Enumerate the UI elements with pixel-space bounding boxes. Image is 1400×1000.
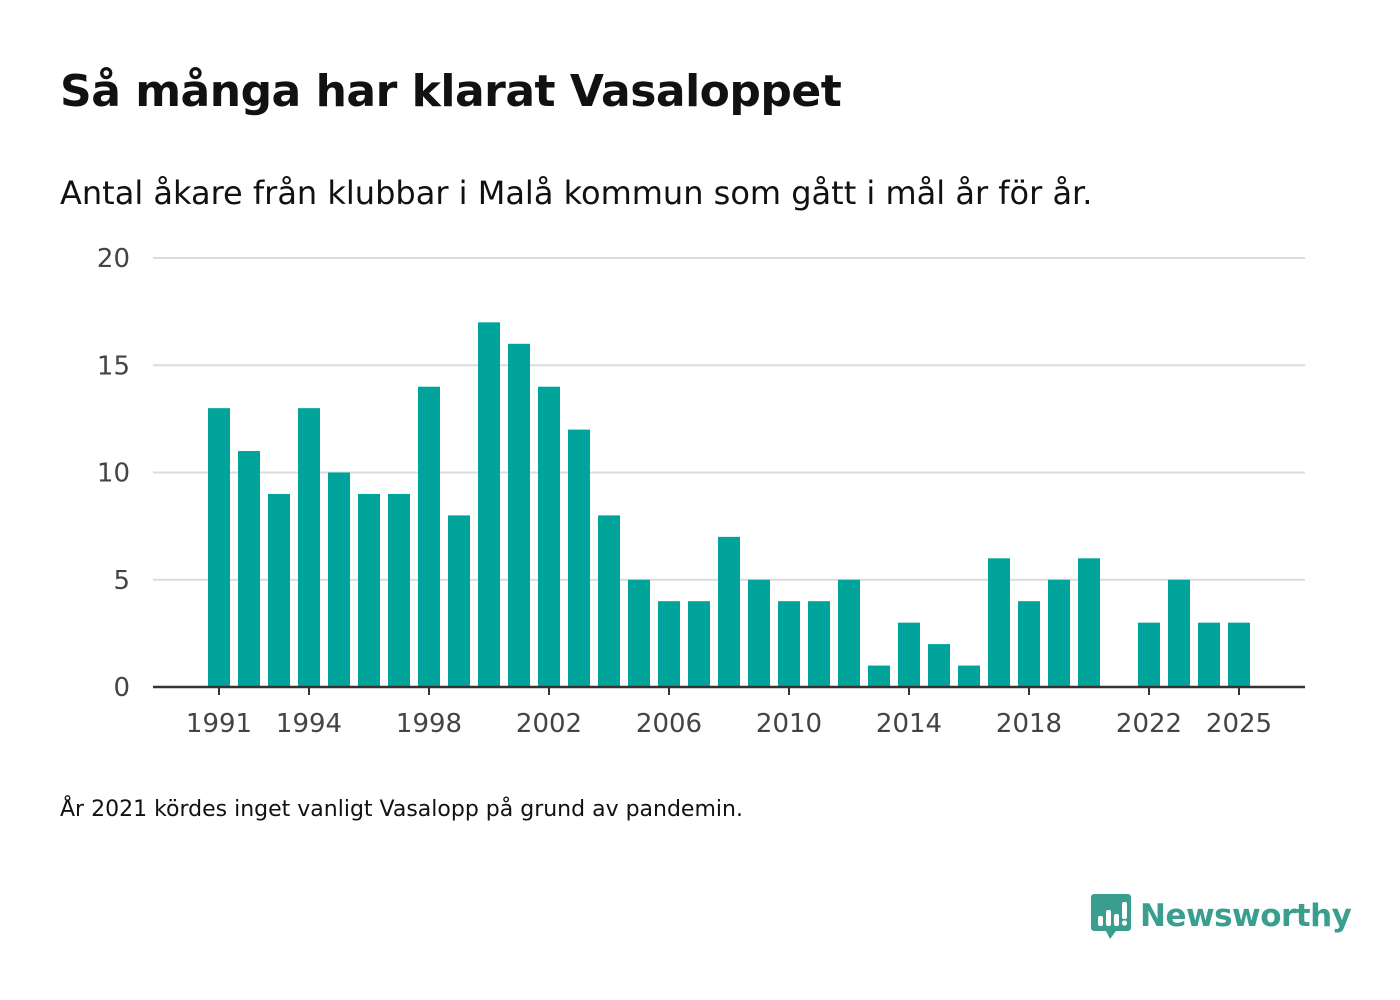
bar-1991[interactable] [208,408,230,687]
bar-2000[interactable] [478,322,500,687]
x-tick-label: 2014 [876,709,942,739]
bar-2008[interactable] [718,536,740,687]
x-tick-label: 1998 [396,709,462,739]
bar-1997[interactable] [388,493,410,687]
y-axis-tick-labels: 0 5 10 15 20 [97,244,130,703]
x-tick-label: 1994 [276,709,342,739]
bar-2002[interactable] [538,386,560,687]
bar-2010[interactable] [778,601,800,687]
x-axis [153,685,1305,695]
bar-2023[interactable] [1168,579,1190,687]
bar-2006[interactable] [658,601,680,687]
bar-2009[interactable] [748,579,770,687]
bar-2007[interactable] [688,601,710,687]
chart-title: Så många har klarat Vasaloppet [60,66,842,117]
x-tick-label: 1991 [186,709,252,739]
newsworthy-logo-icon [1091,894,1131,939]
bar-1992[interactable] [238,451,260,687]
bar-2024[interactable] [1198,622,1220,687]
bar-2012[interactable] [838,579,860,687]
bar-1994[interactable] [298,408,320,687]
bar-2020[interactable] [1078,558,1100,687]
bar-2004[interactable] [598,515,620,687]
bar-2005[interactable] [628,579,650,687]
bar-2013[interactable] [868,665,890,687]
bar-2017[interactable] [988,558,1010,687]
x-tick-label: 2010 [756,709,822,739]
footnote: År 2021 kördes inget vanligt Vasalopp på… [60,797,743,822]
bar-1998[interactable] [418,386,440,687]
bar-1999[interactable] [448,515,470,687]
y-tick-label: 10 [97,459,130,489]
x-tick-label: 2022 [1116,709,1182,739]
bar-2001[interactable] [508,343,530,687]
bar-chart: 0 5 10 15 20 1991 1994 1998 2002 2006 2010 2014 201… [97,244,1305,739]
x-tick-label: 2006 [636,709,702,739]
y-tick-label: 15 [97,351,130,381]
bar-2003[interactable] [568,429,590,687]
y-tick-label: 20 [97,244,130,274]
bar-2014[interactable] [898,622,920,687]
bar-1996[interactable] [358,493,380,687]
x-axis-tick-labels: 1991 1994 1998 2002 2006 2010 2014 2018 2022 2025 [186,709,1272,739]
gridlines [153,257,1305,581]
y-tick-label: 5 [113,566,130,596]
bar-2016[interactable] [958,665,980,687]
bar-1993[interactable] [268,493,290,687]
brand-name: Newsworthy [1140,898,1352,934]
y-tick-label: 0 [113,673,130,703]
chart-subtitle: Antal åkare från klubbar i Malå kommun s… [60,174,1093,212]
x-tick-label: 2018 [996,709,1062,739]
bar-series [208,322,1250,687]
x-tick-label: 2002 [516,709,582,739]
bar-1995[interactable] [328,472,350,688]
bar-2019[interactable] [1048,579,1070,687]
brand-logo[interactable]: Newsworthy [1090,892,1352,940]
bar-2022[interactable] [1138,622,1160,687]
bar-2018[interactable] [1018,601,1040,687]
bar-2011[interactable] [808,601,830,687]
bar-2025[interactable] [1228,622,1250,687]
x-tick-label: 2025 [1206,709,1272,739]
bar-2015[interactable] [928,644,950,687]
